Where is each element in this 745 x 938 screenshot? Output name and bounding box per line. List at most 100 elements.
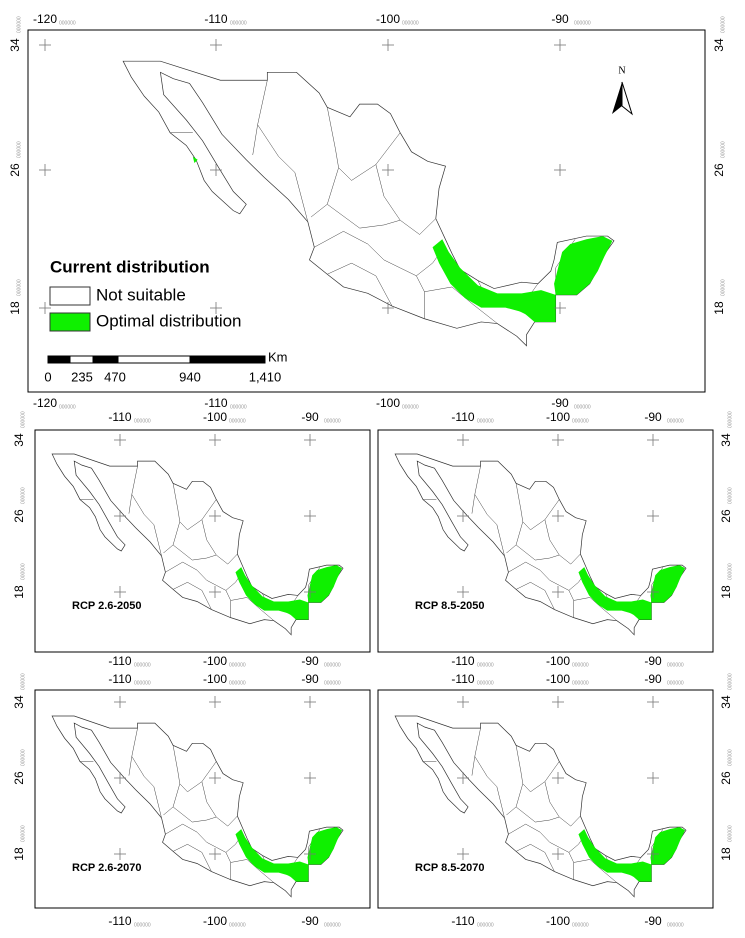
lon-label: -90 (301, 672, 319, 686)
lat-label: 26 (719, 771, 733, 785)
north-arrow: N (612, 65, 633, 116)
optimal-area (650, 827, 686, 865)
lat-label: 26 (12, 771, 26, 785)
state-border (172, 582, 212, 610)
optimal-area (650, 565, 686, 603)
state-border (327, 262, 393, 307)
tick-suffix: 000000 (727, 673, 733, 690)
optimal-area (629, 605, 650, 619)
state-border (515, 844, 555, 872)
lon-label: -120 (33, 12, 57, 26)
tick-suffix: 000000 (324, 680, 341, 686)
tick-suffix: 000000 (16, 279, 22, 296)
optimal-area (554, 236, 613, 295)
lon-label: -90 (644, 672, 662, 686)
lat-label: 26 (719, 509, 733, 523)
tick-suffix: 000000 (667, 418, 684, 424)
tick-suffix: 000000 (477, 418, 494, 424)
tick-suffix: 000000 (574, 404, 591, 410)
lon-label: -110 (451, 654, 474, 668)
lon-label: -90 (551, 12, 569, 26)
state-border (515, 483, 560, 531)
country-outline (51, 453, 344, 636)
state-border (508, 823, 584, 853)
tick-suffix: 000000 (16, 141, 22, 158)
scale-label: 235 (71, 369, 93, 384)
lon-label: -90 (551, 396, 569, 410)
lon-label: -110 (204, 396, 227, 410)
state-border (172, 806, 217, 823)
tick-suffix: 000000 (574, 20, 591, 26)
tick-suffix: 000000 (720, 279, 726, 296)
state-border (515, 745, 560, 793)
lon-label: -90 (301, 654, 319, 668)
tick-suffix: 000000 (229, 922, 246, 928)
lon-label: -100 (203, 410, 227, 424)
state-border (172, 745, 217, 793)
scale-unit: Km (268, 349, 288, 364)
lat-label: 34 (12, 433, 26, 447)
tick-suffix: 000000 (667, 922, 684, 928)
scale-segment (47, 355, 71, 364)
country-outline (122, 60, 615, 347)
tick-suffix: 000000 (572, 662, 589, 668)
tick-suffix: 000000 (229, 662, 246, 668)
lat-label: 18 (12, 585, 26, 599)
tick-suffix: 000000 (477, 922, 494, 928)
tick-suffix: 000000 (324, 922, 341, 928)
lon-label: -110 (451, 672, 474, 686)
tick-suffix: 000000 (402, 404, 419, 410)
country-outline (51, 715, 344, 898)
legend-swatch (49, 286, 91, 306)
lon-label: -100 (546, 654, 570, 668)
tick-suffix: 000000 (667, 680, 684, 686)
tick-suffix: 000000 (720, 16, 726, 33)
state-border (314, 231, 441, 277)
optimal-area (286, 867, 307, 881)
tick-suffix: 000000 (59, 404, 76, 410)
tick-suffix: 000000 (324, 662, 341, 668)
state-border (257, 124, 309, 222)
tick-suffix: 000000 (134, 680, 151, 686)
scale-label: 470 (104, 369, 126, 384)
north-label: N (618, 65, 625, 76)
tick-suffix: 000000 (20, 825, 26, 842)
lat-label: 18 (719, 847, 733, 861)
tick-suffix: 000000 (727, 411, 733, 428)
country-outline (394, 715, 687, 898)
tick-suffix: 000000 (20, 411, 26, 428)
tick-suffix: 000000 (727, 563, 733, 580)
optimal-area (307, 565, 343, 603)
tick-suffix: 000000 (477, 662, 494, 668)
tick-suffix: 000000 (230, 20, 247, 26)
tick-suffix: 000000 (59, 20, 76, 26)
tick-suffix: 000000 (727, 487, 733, 504)
legend-item: Not suitable (96, 285, 186, 304)
legend-title: Current distribution (50, 257, 210, 276)
scale-label: 1,410 (249, 369, 282, 384)
tick-suffix: 000000 (572, 680, 589, 686)
state-border (131, 494, 162, 557)
tick-suffix: 000000 (720, 141, 726, 158)
tick-suffix: 000000 (16, 16, 22, 33)
state-border (474, 756, 505, 819)
state-border (327, 204, 401, 229)
lon-label: -110 (108, 914, 131, 928)
lat-label: 34 (8, 38, 22, 52)
lon-label: -100 (546, 410, 570, 424)
state-border (172, 483, 217, 531)
tick-suffix: 000000 (20, 673, 26, 690)
tick-suffix: 000000 (324, 418, 341, 424)
lon-label: -100 (203, 914, 227, 928)
lat-label: 26 (712, 163, 726, 177)
lon-label: -100 (376, 396, 400, 410)
lat-label: 18 (8, 301, 22, 315)
lon-label: -100 (203, 672, 227, 686)
lon-label: -90 (644, 410, 662, 424)
lon-label: -110 (204, 12, 227, 26)
state-border (508, 561, 584, 591)
lat-label: 34 (12, 695, 26, 709)
scenario-label: RCP 8.5-2070 (415, 862, 485, 874)
state-border (172, 544, 217, 561)
